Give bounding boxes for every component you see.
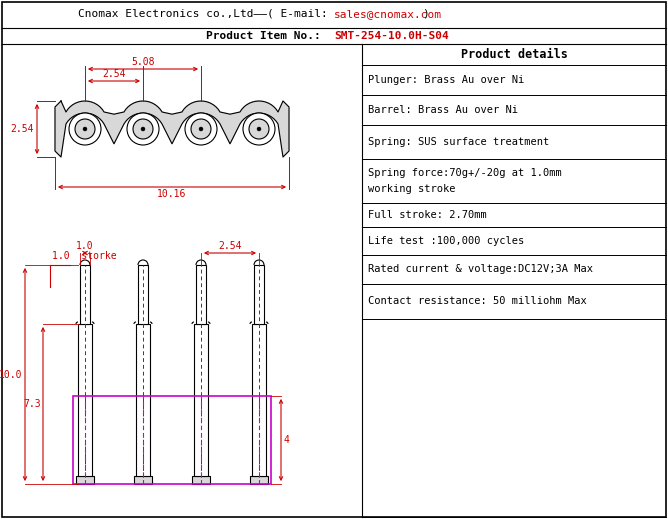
Bar [192,476,210,484]
Text: 10.0: 10.0 [0,370,22,379]
Bar [252,324,266,476]
Bar [78,324,92,476]
Circle shape [185,113,217,145]
Text: Spring: SUS surface treatment: Spring: SUS surface treatment [368,137,549,147]
Text: Cnomax Electronics co.,Ltd——( E-mail:: Cnomax Electronics co.,Ltd——( E-mail: [77,9,334,19]
Bar [194,324,208,476]
Text: Life test :100,000 cycles: Life test :100,000 cycles [368,236,524,246]
Text: 1.0  storke: 1.0 storke [52,251,117,261]
Text: 2.54: 2.54 [11,124,34,134]
Text: 5.08: 5.08 [131,57,155,67]
Bar [80,265,90,324]
Circle shape [141,127,145,131]
Bar [136,324,150,476]
Text: 2.54: 2.54 [102,69,126,79]
Bar [254,265,264,324]
Circle shape [191,119,211,139]
Text: 4: 4 [284,435,290,445]
Text: Barrel: Brass Au over Ni: Barrel: Brass Au over Ni [368,105,518,115]
Circle shape [133,119,153,139]
Text: Full stroke: 2.70mm: Full stroke: 2.70mm [368,210,487,220]
Bar [134,476,152,484]
Circle shape [69,113,101,145]
Bar [250,476,268,484]
Text: Product Item No.:: Product Item No.: [206,31,334,41]
Text: SMT-254-10.0H-S04: SMT-254-10.0H-S04 [334,31,449,41]
Text: ): ) [422,9,429,19]
Circle shape [249,119,269,139]
Polygon shape [55,101,289,157]
Text: Contact resistance: 50 milliohm Max: Contact resistance: 50 milliohm Max [368,296,587,307]
Text: working stroke: working stroke [368,184,456,194]
Text: Plunger: Brass Au over Ni: Plunger: Brass Au over Ni [368,75,524,85]
Circle shape [75,119,95,139]
Bar [138,265,148,324]
Text: Spring force:70g+/-20g at 1.0mm: Spring force:70g+/-20g at 1.0mm [368,168,562,178]
Text: 10.16: 10.16 [157,189,186,199]
Bar [73,396,271,484]
Circle shape [243,113,275,145]
Circle shape [127,113,159,145]
Text: Rated current & voltage:DC12V;3A Max: Rated current & voltage:DC12V;3A Max [368,265,593,275]
Text: sales@cnomax.com: sales@cnomax.com [334,9,442,19]
Text: 2.54: 2.54 [218,241,242,251]
Circle shape [83,127,87,131]
Text: 1.0: 1.0 [76,241,94,251]
Text: 7.3: 7.3 [23,399,41,409]
Circle shape [199,127,203,131]
Bar [196,265,206,324]
Bar [76,476,94,484]
Circle shape [257,127,261,131]
Text: Product details: Product details [460,48,567,61]
